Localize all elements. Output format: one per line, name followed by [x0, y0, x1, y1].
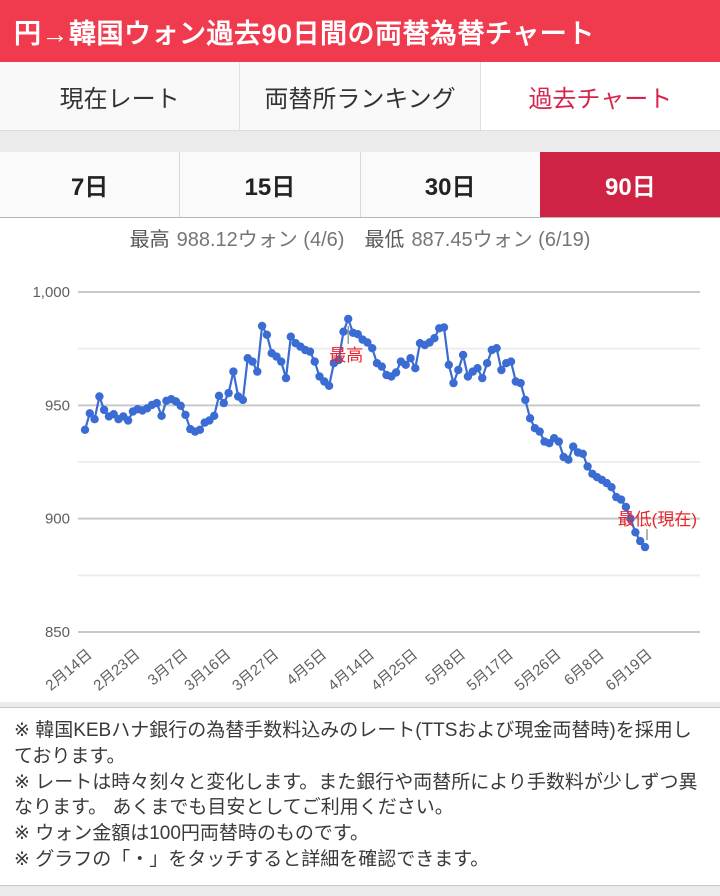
low-value: 887.45ウォン (6/19) — [411, 229, 591, 251]
tab-period-30d[interactable]: 30日 — [359, 152, 540, 217]
tab-period-7d-label: 7日 — [70, 174, 109, 201]
footnotes: ※ 韓国KEBハナ銀行の為替手数料込みのレート(TTSおよび現金両替時)を採用し… — [0, 707, 720, 886]
tab-exchange-ranking-label: 両替所ランキング — [264, 85, 456, 113]
svg-text:6月8日: 6月8日 — [561, 646, 608, 689]
tab-period-90d-label: 90日 — [605, 174, 656, 201]
note-item: ※ レートは時々刻々と変化します。また銀行や両替所により手数料が少しずつ異なりま… — [14, 771, 698, 819]
tab-period-15d-label: 15日 — [244, 174, 296, 201]
tab-period-90d[interactable]: 90日 — [539, 152, 720, 217]
tab-period-7d[interactable]: 7日 — [0, 152, 179, 217]
svg-text:900: 900 — [45, 511, 70, 528]
tab-period-30d-label: 30日 — [424, 174, 476, 201]
note-item: ※ ウォン金額は100円両替時のものです。 — [14, 823, 370, 845]
tab-period-15d[interactable]: 15日 — [179, 152, 359, 217]
chart-section: 最高 988.12ウォン (4/6) 最低 887.45ウォン (6/19) 1,00… — [0, 218, 720, 702]
high-label: 最高 — [129, 229, 170, 251]
svg-text:最高: 最高 — [329, 346, 363, 365]
spacer — [0, 131, 720, 152]
note-item: ※ 韓国KEBハナ銀行の為替手数料込みのレート(TTSおよび現金両替時)を採用し… — [14, 720, 692, 767]
svg-text:6月19日: 6月19日 — [602, 646, 655, 694]
period-tab-bar: 7日 15日 30日 90日 — [0, 152, 720, 218]
page-header: 円→韓国ウォン過去90日間の両替為替チャート — [0, 0, 720, 62]
page-title: 円→韓国ウォン過去90日間の両替為替チャート — [14, 18, 595, 49]
tab-history-chart[interactable]: 過去チャート — [479, 62, 720, 130]
svg-text:850: 850 — [45, 624, 70, 641]
svg-text:5月8日: 5月8日 — [422, 646, 469, 689]
svg-text:最低(現在): 最低(現在) — [618, 510, 697, 529]
svg-text:4月14日: 4月14日 — [325, 646, 378, 694]
svg-text:4月25日: 4月25日 — [368, 646, 421, 694]
svg-text:3月27日: 3月27日 — [229, 646, 282, 694]
high-low-summary: 最高 988.12ウォン (4/6) 最低 887.45ウォン (6/19) — [0, 226, 720, 254]
svg-text:2月23日: 2月23日 — [90, 646, 143, 694]
svg-text:4月5日: 4月5日 — [283, 646, 330, 689]
tab-exchange-ranking[interactable]: 両替所ランキング — [239, 62, 479, 130]
svg-text:5月26日: 5月26日 — [512, 646, 565, 694]
svg-text:2月14日: 2月14日 — [42, 646, 95, 694]
high-value: 988.12ウォン (4/6) — [176, 229, 345, 251]
svg-text:950: 950 — [45, 397, 70, 414]
svg-text:3月16日: 3月16日 — [181, 646, 234, 694]
main-tab-bar: 現在レート 両替所ランキング 過去チャート — [0, 62, 720, 131]
low-label: 最低 — [364, 229, 405, 251]
svg-text:5月17日: 5月17日 — [464, 646, 517, 694]
tab-current-rate[interactable]: 現在レート — [0, 62, 239, 130]
tab-history-chart-label: 過去チャート — [528, 85, 673, 113]
svg-text:1,000: 1,000 — [32, 284, 70, 301]
note-item: ※ グラフの「・」をタッチすると詳細を確認できます。 — [14, 849, 490, 871]
tab-current-rate-label: 現在レート — [59, 85, 180, 113]
